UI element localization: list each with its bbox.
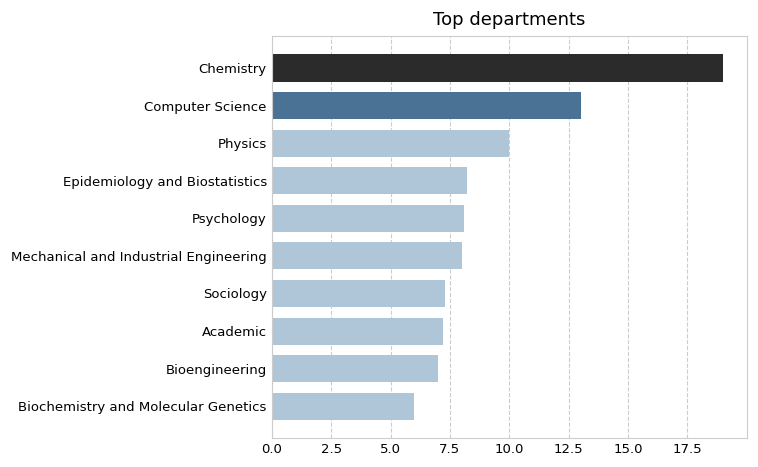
- Bar: [271, 55, 723, 82]
- Bar: [271, 92, 581, 119]
- Bar: [271, 167, 466, 194]
- Bar: [271, 393, 415, 420]
- Bar: [271, 242, 462, 269]
- Bar: [271, 318, 443, 345]
- Title: Top departments: Top departments: [433, 11, 585, 29]
- Bar: [271, 205, 464, 232]
- Bar: [271, 355, 438, 382]
- Bar: [271, 280, 445, 307]
- Bar: [271, 130, 509, 157]
